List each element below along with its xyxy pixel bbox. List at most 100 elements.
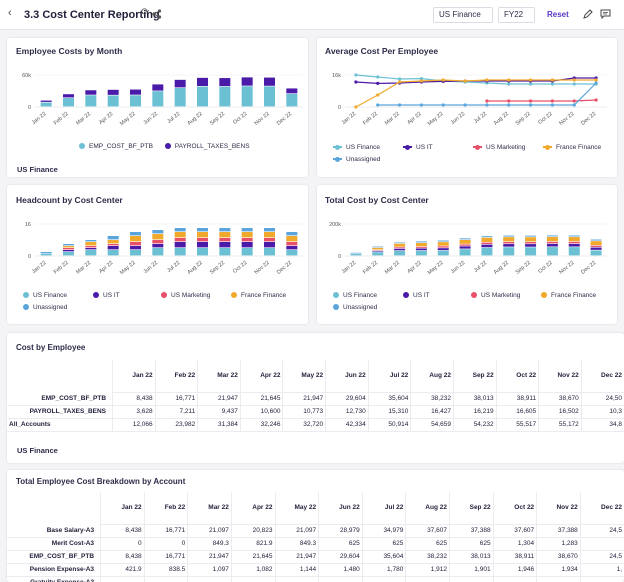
bar-segment — [152, 91, 164, 107]
bar-segment — [130, 246, 141, 250]
table-cell: 16,427 — [410, 405, 454, 419]
legend-item[interactable]: PAYROLL_TAXES_BENS — [164, 143, 250, 150]
legend-swatch — [333, 156, 342, 162]
legend: US Finance US IT US Marketing France Financ… — [333, 292, 613, 311]
x-tick-label: Apr 22 — [98, 260, 114, 275]
legend-item[interactable]: US Finance — [333, 292, 403, 299]
legend-item[interactable]: Unassigned — [333, 156, 613, 163]
bar-segment — [152, 240, 164, 244]
table-row: All_Accounts 12,066 23,982 31,384 32,246 32,7… — [7, 418, 624, 432]
table-cell: 54,659 — [410, 418, 454, 432]
bar-segment — [372, 246, 384, 248]
bar-segment — [241, 242, 253, 248]
data-point — [507, 99, 511, 103]
x-tick-label: Mar 22 — [384, 111, 401, 127]
card-title: Headcount by Cost Center — [16, 195, 123, 205]
column-header: Feb 22 — [143, 492, 188, 525]
legend-item[interactable]: France Finance — [541, 292, 596, 299]
table-cell: 21,097 — [274, 524, 319, 538]
share-icon[interactable] — [152, 9, 162, 19]
legend-item[interactable]: US Marketing — [161, 292, 231, 299]
data-point — [397, 77, 402, 81]
table-cell: 16,771 — [143, 550, 188, 564]
bar-segment — [63, 98, 74, 107]
table-cell: 1,097 — [187, 563, 232, 577]
legend-dot — [541, 292, 547, 299]
bar-segment — [437, 246, 449, 248]
legend-item[interactable]: Unassigned — [23, 304, 303, 311]
table-cell: 16,771 — [154, 392, 198, 406]
table-cell: 1,144 — [274, 563, 319, 577]
cost-center-selector[interactable]: US Finance — [433, 7, 493, 23]
bar-segment — [40, 254, 52, 256]
data-point — [397, 103, 402, 107]
reset-button[interactable]: Reset — [547, 10, 569, 19]
bar-segment — [568, 237, 580, 242]
corner-cell — [7, 492, 101, 524]
table-cell: 28,979 — [318, 524, 363, 538]
table-cell: 37,607 — [405, 524, 450, 538]
legend-item[interactable]: US Finance — [333, 144, 403, 151]
bar-segment — [219, 232, 231, 238]
table-cell: 24,5 — [579, 550, 624, 564]
bar-segment — [40, 252, 52, 254]
bar-segment — [286, 246, 298, 250]
legend-item[interactable]: US Finance — [23, 292, 93, 299]
legend-item[interactable]: EMP_COST_BF_PTB — [79, 143, 153, 150]
edit-pencil-icon[interactable] — [583, 9, 593, 19]
x-tick-label: Dec 22 — [580, 260, 597, 276]
legend-label: US IT — [416, 144, 433, 151]
x-tick-label: Oct 22 — [537, 111, 553, 126]
bar-segment — [415, 241, 427, 243]
legend-item[interactable]: Unassigned — [333, 304, 613, 311]
legend-item[interactable]: US Marketing — [473, 144, 543, 151]
table-cell: 16,219 — [452, 405, 497, 419]
legend-dot — [161, 292, 167, 299]
year-selector[interactable]: FY22 — [498, 7, 535, 23]
data-point — [572, 99, 576, 103]
table-cell: 12,066 — [112, 418, 156, 432]
x-tick-label: Jan 22 — [341, 260, 358, 275]
bar-segment — [546, 241, 558, 244]
table-cell: 32,246 — [239, 418, 283, 432]
data-point — [376, 75, 380, 79]
header-row: Jan 22 Feb 22 Mar 22 Apr 22 May 22 Jun 22 Jul … — [7, 492, 624, 525]
table-cell: 24,50 — [580, 392, 624, 406]
x-tick-label: Sep 22 — [209, 260, 226, 276]
legend-item[interactable]: France Finance — [543, 144, 601, 151]
bar-segment — [197, 242, 208, 248]
bar-segment — [130, 236, 141, 242]
series-line — [355, 79, 597, 108]
row-label: Gratuity Expense-A3 — [7, 576, 101, 582]
bar-segment — [63, 248, 74, 250]
legend-dot — [23, 304, 29, 311]
table-cell — [318, 576, 363, 582]
column-header: Mar 22 — [187, 492, 232, 525]
table-cell: 20,823 — [230, 524, 275, 538]
header-row: Jan 22 Feb 22 Mar 22 Apr 22 May 22 Jun 22 Jul … — [7, 360, 624, 393]
comment-icon[interactable] — [600, 9, 611, 19]
data-point — [594, 98, 598, 102]
x-tick-label: Apr 22 — [98, 111, 114, 126]
x-tick-label: Oct 22 — [232, 111, 248, 126]
bar-segment — [481, 236, 493, 238]
legend-item[interactable]: US IT — [403, 292, 471, 299]
table-cell — [187, 576, 232, 582]
table-cell: 34,979 — [361, 524, 406, 538]
table-cell: 1,934 — [536, 563, 581, 577]
legend-item[interactable]: US IT — [403, 144, 473, 151]
table-cell: 21,947 — [282, 392, 326, 406]
x-tick-label: Jan 22 — [31, 260, 48, 275]
bar-segment — [107, 95, 119, 107]
legend-item[interactable]: US Marketing — [471, 292, 541, 299]
bar-segment — [130, 89, 141, 95]
table-cell — [579, 576, 624, 582]
column-header: Apr 22 — [239, 360, 283, 393]
bar-segment — [241, 238, 253, 242]
legend-label: France Finance — [551, 292, 597, 299]
legend-item[interactable]: France Finance — [231, 292, 286, 299]
legend-item[interactable]: US IT — [93, 292, 161, 299]
refresh-icon[interactable]: ⟳ — [141, 7, 150, 18]
bar-segment — [63, 244, 74, 246]
back-chevron-icon[interactable]: ‹ — [8, 7, 12, 19]
